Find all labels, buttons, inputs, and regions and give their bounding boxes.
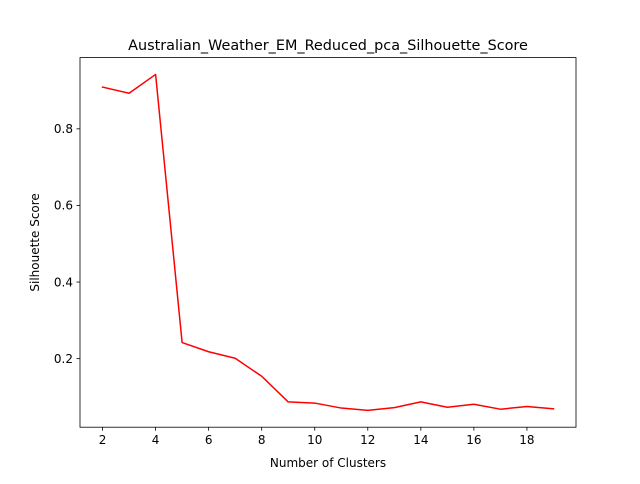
x-tick-label: 6 [205, 433, 213, 447]
y-tick-label: 0.6 [54, 199, 73, 213]
x-tick-label: 2 [99, 433, 107, 447]
x-tick-label: 4 [152, 433, 160, 447]
x-tick-label: 18 [519, 433, 534, 447]
x-tick-label: 10 [307, 433, 322, 447]
y-tick-label: 0.8 [54, 122, 73, 136]
chart-title: Australian_Weather_EM_Reduced_pca_Silhou… [128, 38, 528, 54]
y-axis-label: Silhouette Score [28, 193, 42, 291]
y-tick-label: 0.2 [54, 352, 73, 366]
x-tick-label: 12 [360, 433, 375, 447]
x-tick-label: 16 [466, 433, 481, 447]
x-axis-label: Number of Clusters [270, 456, 386, 470]
x-tick-label: 8 [258, 433, 266, 447]
x-tick-label: 14 [413, 433, 428, 447]
y-tick-label: 0.4 [54, 275, 73, 289]
